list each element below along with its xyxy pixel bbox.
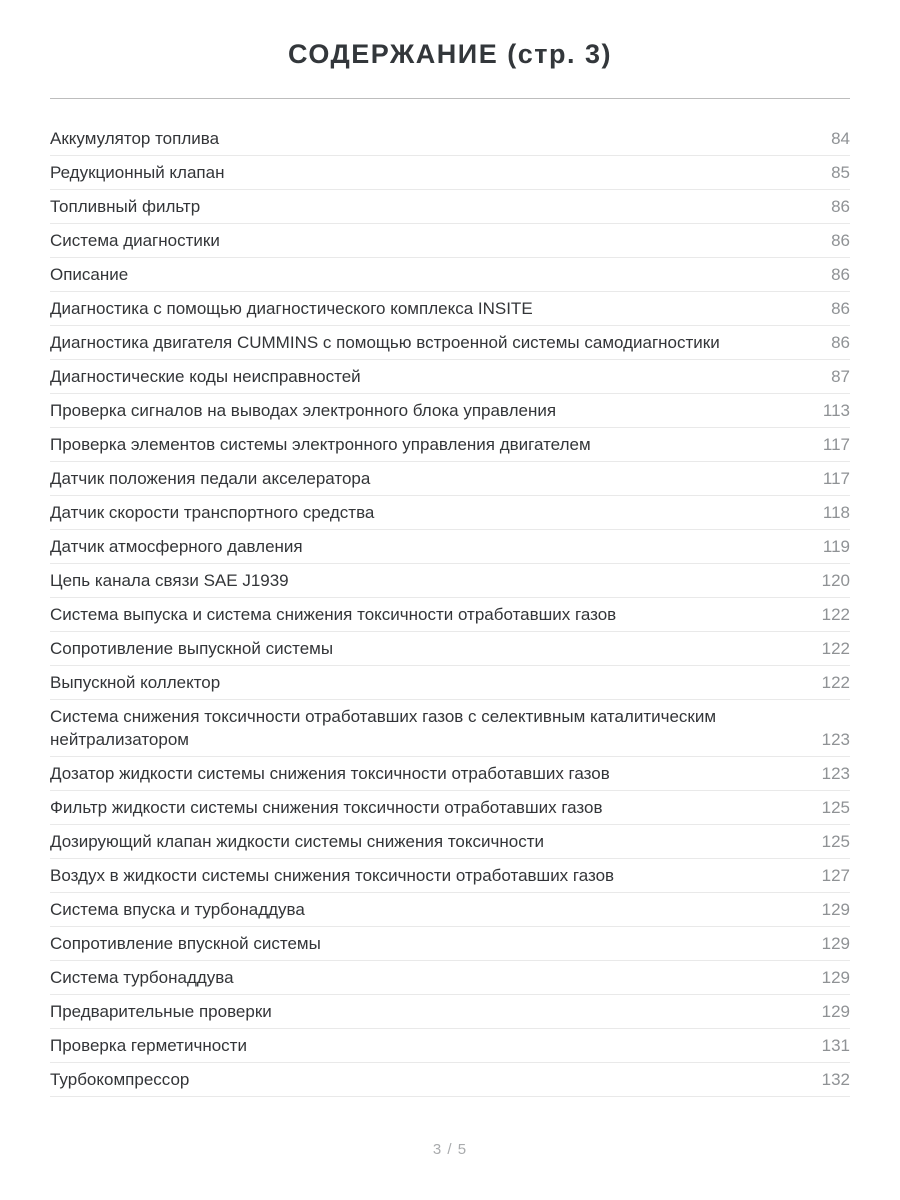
toc-entry-label: Система турбонаддува	[50, 968, 234, 987]
toc-entry-page: 125	[821, 832, 850, 851]
toc-entry-page: 86	[831, 231, 850, 250]
toc-entry[interactable]: Система диагностики 86	[50, 224, 850, 258]
toc-entry[interactable]: Система выпуска и система снижения токси…	[50, 598, 850, 632]
toc-entry[interactable]: Воздух в жидкости системы снижения токси…	[50, 859, 850, 893]
toc-entry-page: 85	[831, 163, 850, 182]
toc-entry-label: Система выпуска и система снижения токси…	[50, 605, 617, 624]
toc-entry[interactable]: Сопротивление выпускной системы 122	[50, 632, 850, 666]
toc-entry-label: Диагностика с помощью диагностического к…	[50, 299, 533, 318]
toc-entry-label: Система диагностики	[50, 231, 220, 250]
toc-entry-page: 87	[831, 367, 850, 386]
toc-entry[interactable]: Турбокомпрессор 132	[50, 1063, 850, 1097]
toc-entry[interactable]: Редукционный клапан 85	[50, 156, 850, 190]
toc-entry[interactable]: Фильтр жидкости системы снижения токсичн…	[50, 791, 850, 825]
toc-entry[interactable]: Сопротивление впускной системы 129	[50, 927, 850, 961]
toc-entry-label: Проверка элементов системы электронного …	[50, 435, 591, 454]
toc-entry-label: Описание	[50, 265, 129, 284]
toc-entry[interactable]: Дозирующий клапан жидкости системы сниже…	[50, 825, 850, 859]
toc-entry-page: 86	[831, 265, 850, 284]
toc-entry[interactable]: Топливный фильтр 86	[50, 190, 850, 224]
toc-entry-page: 129	[821, 968, 850, 987]
toc-entry[interactable]: Предварительные проверки 129	[50, 995, 850, 1029]
toc-entry-page: 120	[821, 571, 850, 590]
toc-entry[interactable]: Проверка элементов системы электронного …	[50, 428, 850, 462]
page-title: СОДЕРЖАНИЕ (стр. 3)	[288, 39, 612, 69]
toc-entry-page: 131	[821, 1036, 850, 1055]
toc-entry-label: Редукционный клапан	[50, 163, 225, 182]
toc-entry-label: Диагностика двигателя CUMMINS с помощью …	[50, 333, 720, 352]
toc-entry-page: 129	[821, 900, 850, 919]
toc-entry-page: 123	[821, 730, 850, 749]
toc-entry[interactable]: Система впуска и турбонаддува 129	[50, 893, 850, 927]
toc-entry-label: Датчик положения педали акселератора	[50, 469, 371, 488]
toc-entry-page: 122	[821, 639, 850, 658]
toc-entry[interactable]: Датчик положения педали акселератора 117	[50, 462, 850, 496]
toc-entry[interactable]: Описание 86	[50, 258, 850, 292]
toc-entry[interactable]: Датчик атмосферного давления 119	[50, 530, 850, 564]
toc-entry-page: 123	[821, 764, 850, 783]
toc-entry-label: Проверка герметичности	[50, 1036, 247, 1055]
toc-entry-label: Воздух в жидкости системы снижения токси…	[50, 866, 615, 885]
toc-entry-page: 117	[822, 435, 850, 454]
toc-entry-label: Выпускной коллектор	[50, 673, 221, 692]
toc-entry-page: 132	[821, 1070, 850, 1089]
toc-entry[interactable]: Цепь канала связи SAE J1939 120	[50, 564, 850, 598]
toc-entry-page: 86	[831, 197, 850, 216]
toc-entry-label: Дозатор жидкости системы снижения токсич…	[50, 764, 610, 783]
toc-entry[interactable]: Система турбонаддува 129	[50, 961, 850, 995]
toc-entry-page: 113	[822, 401, 850, 420]
toc-entry[interactable]: Проверка сигналов на выводах электронног…	[50, 394, 850, 428]
toc-entry-label: Фильтр жидкости системы снижения токсичн…	[50, 798, 603, 817]
toc-entry[interactable]: Датчик скорости транспортного средства 1…	[50, 496, 850, 530]
toc-entry-page: 129	[821, 1002, 850, 1021]
toc-entry-page: 117	[822, 469, 850, 488]
toc-entry-page: 86	[831, 333, 850, 352]
toc-entry[interactable]: Диагностические коды неисправностей 87	[50, 360, 850, 394]
toc-entry-page: 86	[831, 299, 850, 318]
toc-entry[interactable]: Проверка герметичности 131	[50, 1029, 850, 1063]
toc-entry[interactable]: Выпускной коллектор 122	[50, 666, 850, 700]
toc-entry-page: 122	[821, 605, 850, 624]
toc-entry[interactable]: Дозатор жидкости системы снижения токсич…	[50, 757, 850, 791]
toc-entry-page: 125	[821, 798, 850, 817]
toc-entry-label: Диагностические коды неисправностей	[50, 367, 361, 386]
toc-entry-label: Датчик атмосферного давления	[50, 537, 303, 556]
toc-list: Аккумулятор топлива 84 Редукционный клап…	[50, 122, 850, 1097]
toc-entry-page: 118	[822, 503, 850, 522]
toc-entry-page: 84	[831, 129, 850, 148]
toc-entry-label: Цепь канала связи SAE J1939	[50, 571, 289, 590]
toc-entry-page: 129	[821, 934, 850, 953]
toc-entry-page: 119	[822, 537, 850, 556]
toc-entry-label: Сопротивление впускной системы	[50, 934, 321, 953]
page-indicator: 3 / 5	[432, 1141, 468, 1158]
toc-entry-label: Система снижения токсичности отработавши…	[50, 707, 717, 749]
title-divider	[50, 98, 850, 99]
toc-entry[interactable]: Система снижения токсичности отработавши…	[50, 700, 850, 757]
toc-entry-label: Проверка сигналов на выводах электронног…	[50, 401, 557, 420]
toc-entry-label: Дозирующий клапан жидкости системы сниже…	[50, 832, 544, 851]
toc-entry-label: Турбокомпрессор	[50, 1070, 190, 1089]
toc-entry-label: Датчик скорости транспортного средства	[50, 503, 375, 522]
toc-entry-label: Предварительные проверки	[50, 1002, 272, 1021]
toc-entry-label: Аккумулятор топлива	[50, 129, 220, 148]
toc-entry-page: 127	[821, 866, 850, 885]
toc-entry[interactable]: Диагностика двигателя CUMMINS с помощью …	[50, 326, 850, 360]
toc-entry[interactable]: Диагностика с помощью диагностического к…	[50, 292, 850, 326]
toc-entry-label: Система впуска и турбонаддува	[50, 900, 305, 919]
toc-entry[interactable]: Аккумулятор топлива 84	[50, 122, 850, 156]
toc-entry-label: Топливный фильтр	[50, 197, 201, 216]
toc-entry-label: Сопротивление выпускной системы	[50, 639, 334, 658]
toc-entry-page: 122	[821, 673, 850, 692]
